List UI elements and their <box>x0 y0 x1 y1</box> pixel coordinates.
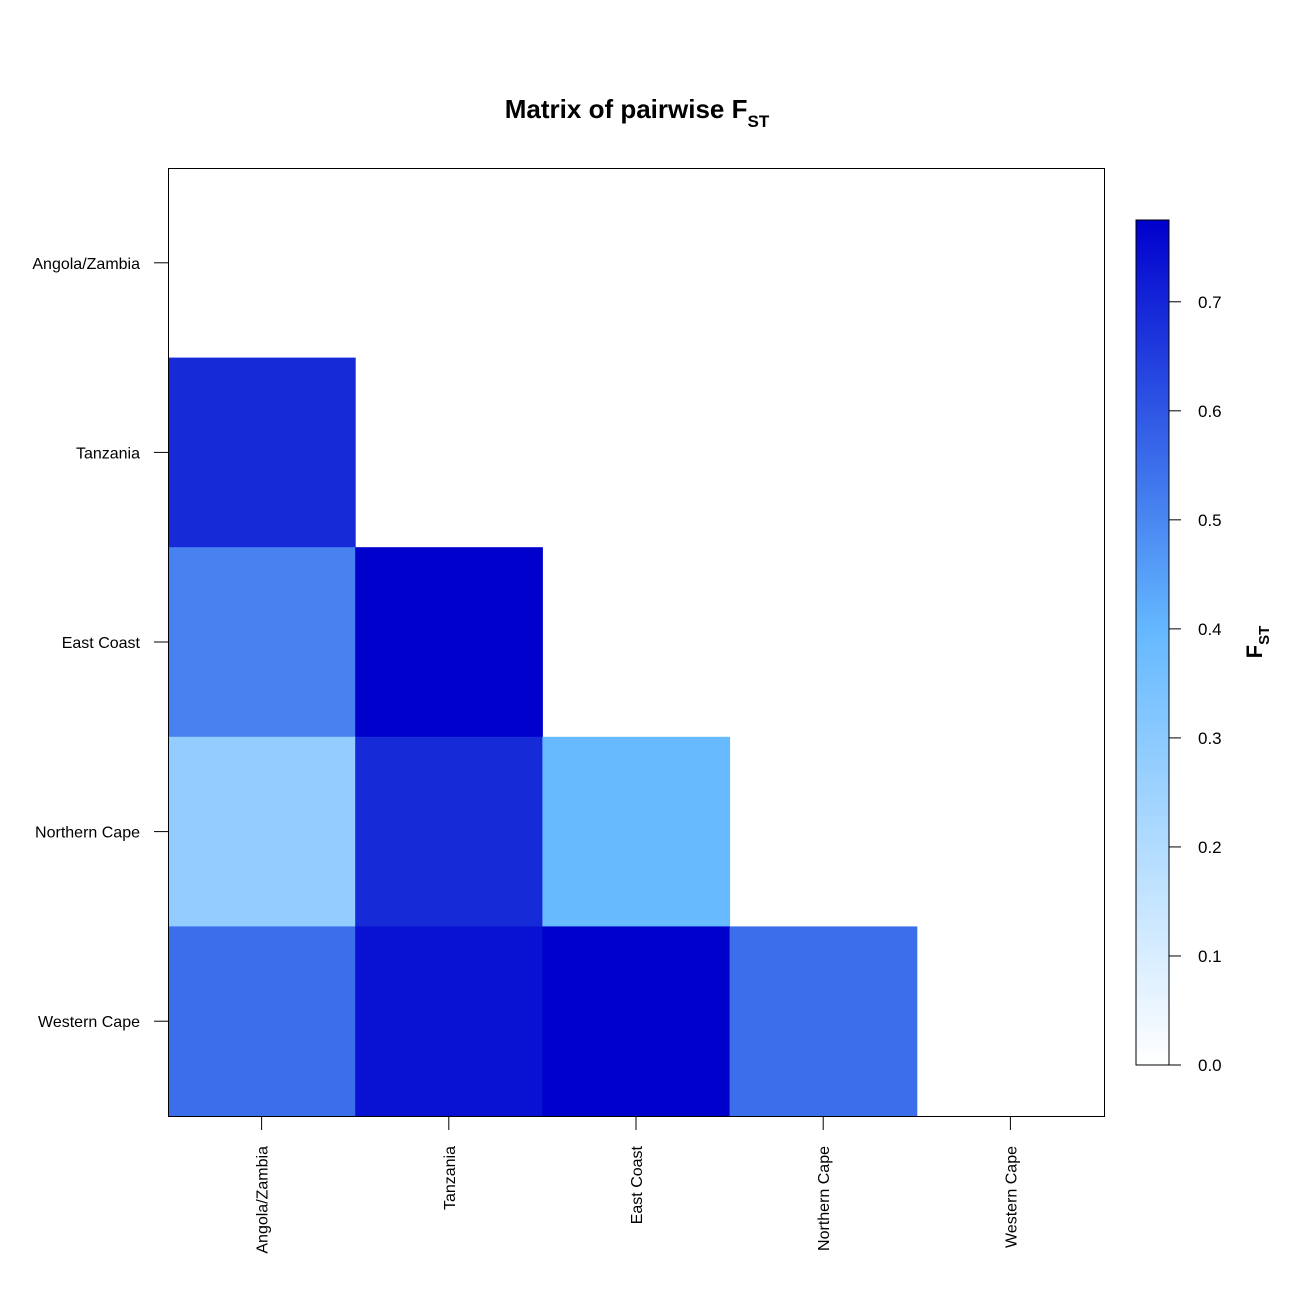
x-tick-label-northern-cape: Northern Cape <box>816 1146 833 1251</box>
y-axis: Angola/Zambia Tanzania East Coast Northern … <box>32 256 168 1031</box>
heatmap-cell-tanzania-angola-zambia <box>168 357 356 548</box>
heatmap-cell-northern-cape-east-coast <box>542 736 731 927</box>
colorbar-tick-label: 0.4 <box>1198 620 1222 639</box>
chart-title-main: Matrix of pairwise F <box>505 94 748 124</box>
colorbar-gradient <box>1135 219 1170 1066</box>
heatmap-cell-east-coast-angola-zambia <box>168 547 356 738</box>
heatmap-cell-western-cape-northern-cape <box>729 926 918 1117</box>
colorbar-tick-label: 0.7 <box>1198 293 1222 312</box>
heatmap-cell-northern-cape-angola-zambia <box>168 736 356 927</box>
colorbar-title: FST <box>1242 626 1273 659</box>
x-tick-label-western-cape: Western Cape <box>1003 1146 1020 1248</box>
colorbar-title-subscript: ST <box>1256 626 1273 645</box>
colorbar-tick-label: 0.0 <box>1198 1056 1222 1075</box>
colorbar-tick-label: 0.6 <box>1198 402 1222 421</box>
x-tick-label-tanzania: Tanzania <box>442 1146 459 1210</box>
colorbar-ticks: 0.0 0.1 0.2 0.3 0.4 0.5 0.6 0.7 <box>1169 293 1222 1075</box>
y-tick-label-angola-zambia: Angola/Zambia <box>32 256 140 273</box>
colorbar-tick-label: 0.3 <box>1198 729 1222 748</box>
chart-title-subscript: ST <box>748 112 770 131</box>
y-tick-label-east-coast: East Coast <box>62 635 141 652</box>
x-axis: Angola/Zambia Tanzania East Coast Northern … <box>255 1116 1020 1254</box>
heatmap-cell-western-cape-east-coast <box>542 926 731 1117</box>
x-tick-label-angola-zambia: Angola/Zambia <box>255 1146 272 1254</box>
colorbar: 0.0 0.1 0.2 0.3 0.4 0.5 0.6 0.7 FST <box>1135 219 1273 1075</box>
colorbar-title-main: F <box>1242 645 1267 658</box>
heatmap-cell-western-cape-angola-zambia <box>168 926 356 1117</box>
heatmap-cell-western-cape-tanzania <box>355 926 543 1117</box>
heatmap-cell-east-coast-tanzania <box>355 547 543 738</box>
heatmap-cell-northern-cape-tanzania <box>355 736 543 927</box>
colorbar-tick-label: 0.2 <box>1198 838 1222 857</box>
colorbar-tick-label: 0.1 <box>1198 947 1222 966</box>
colorbar-tick-label: 0.5 <box>1198 511 1222 530</box>
chart-title: Matrix of pairwise FST <box>505 94 770 131</box>
y-tick-label-northern-cape: Northern Cape <box>35 825 140 842</box>
y-tick-label-western-cape: Western Cape <box>38 1014 140 1031</box>
y-tick-label-tanzania: Tanzania <box>76 445 140 462</box>
heatmap-cells <box>168 357 918 1117</box>
x-tick-label-east-coast: East Coast <box>629 1145 646 1224</box>
